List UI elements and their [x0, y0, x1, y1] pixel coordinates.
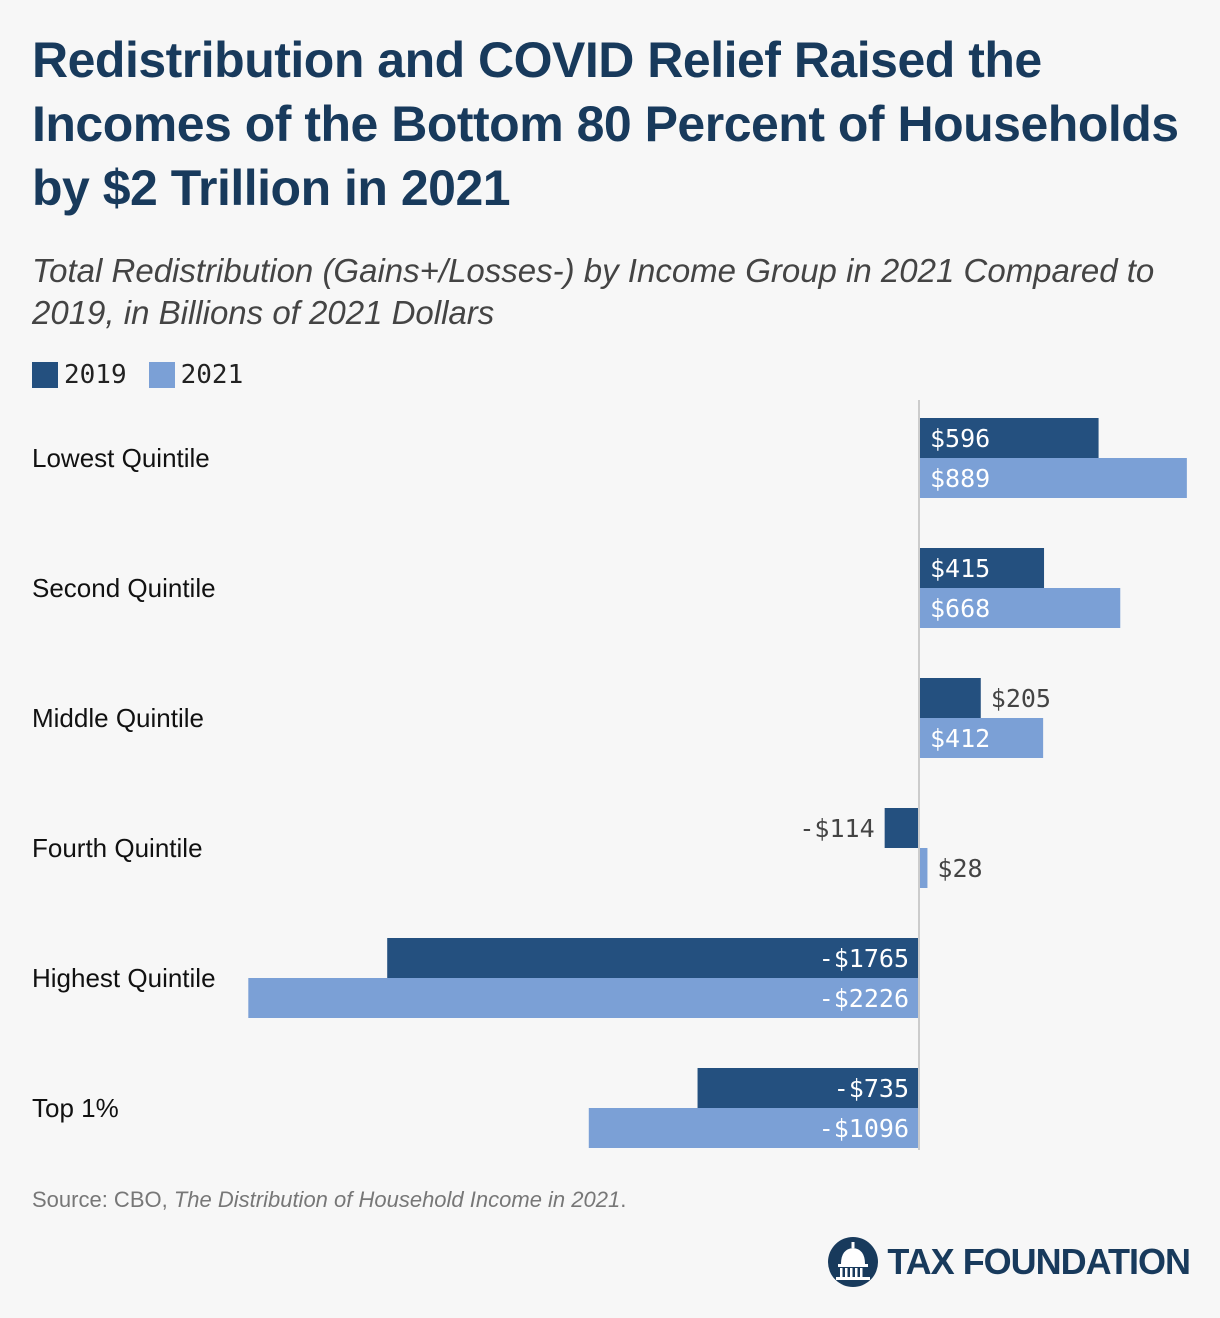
bar-2019	[919, 548, 1045, 588]
category-label: Highest Quintile	[32, 963, 216, 993]
category-label: Fourth Quintile	[32, 833, 203, 863]
legend-swatch-2021	[148, 362, 175, 388]
legend: 2019 2021	[32, 360, 265, 390]
bar-2021	[919, 718, 1044, 758]
source-note: Source: CBO, The Distribution of Househo…	[32, 1187, 626, 1213]
bar-2019	[697, 1068, 919, 1108]
data-label-2021: $28	[937, 854, 982, 883]
legend-item-2019: 2019	[32, 360, 127, 390]
bar-2021	[248, 978, 919, 1018]
bar-2019	[387, 938, 919, 978]
bar-2019	[919, 678, 981, 718]
data-label-2021: $889	[930, 464, 990, 493]
source-prefix: Source: CBO,	[32, 1187, 174, 1212]
legend-swatch-2019	[32, 362, 58, 388]
data-label-2019: -$114	[799, 814, 874, 843]
chart-title: Redistribution and COVID Relief Raised t…	[32, 32, 1179, 216]
chart-subtitle: Total Redistribution (Gains+/Losses-) by…	[32, 252, 1155, 331]
bar-2021	[919, 848, 928, 888]
capitol-dome-icon	[828, 1237, 879, 1287]
data-label-2019: -$1765	[819, 944, 909, 973]
category-label: Lowest Quintile	[32, 443, 210, 473]
bar-2021	[588, 1108, 919, 1148]
logo-text: TAX FOUNDATION	[887, 1241, 1191, 1282]
bar-2021	[919, 458, 1187, 498]
data-label-2019: $415	[930, 554, 990, 583]
data-label-2019: $596	[930, 424, 990, 453]
data-label-2019: $205	[991, 684, 1051, 713]
data-label-2021: $668	[930, 594, 990, 623]
category-label: Middle Quintile	[32, 703, 204, 733]
bar-2021	[919, 588, 1121, 628]
source-suffix: .	[620, 1187, 627, 1212]
data-label-2021: -$2226	[819, 984, 909, 1013]
source-title: The Distribution of Household Income in …	[173, 1187, 621, 1212]
bar-2019	[884, 808, 919, 848]
bar-chart: Lowest Quintile $596 $889 Second Quintile $4…	[32, 400, 1187, 1150]
category-label: Second Quintile	[32, 573, 216, 603]
category-label: Top 1%	[32, 1093, 119, 1123]
legend-label-2019: 2019	[64, 360, 127, 390]
legend-item-2021: 2021	[148, 360, 244, 390]
tax-foundation-logo: TAX FOUNDATION	[827, 1236, 1191, 1288]
data-label-2019: -$735	[834, 1074, 909, 1103]
data-label-2021: -$1096	[819, 1114, 909, 1143]
bar-2019	[919, 418, 1099, 458]
legend-label-2021: 2021	[180, 360, 244, 390]
data-label-2021: $412	[930, 724, 990, 753]
